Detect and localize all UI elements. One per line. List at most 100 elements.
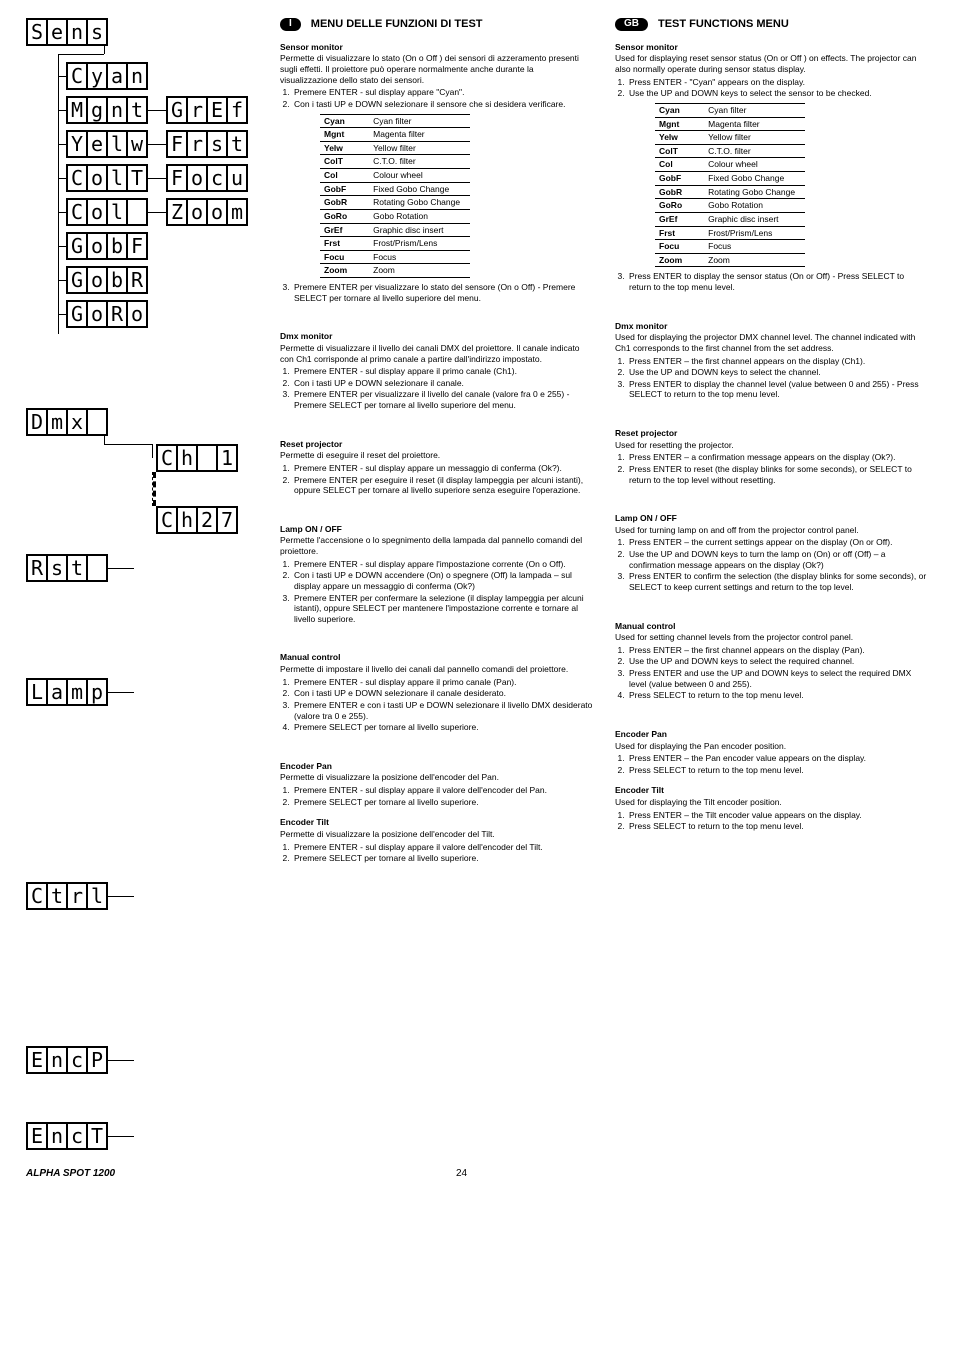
table-cell: Col — [655, 158, 704, 172]
lcd-cell: G — [66, 266, 88, 294]
lcd-ch27: Ch27 — [156, 506, 238, 534]
it-enct-intro: Permette di visualizzare la posizione de… — [280, 829, 593, 840]
it-ctrl-intro: Permette di impostare il livello dei can… — [280, 664, 593, 675]
it-lamp: Lamp ON / OFF Permette l'accensione o lo… — [280, 524, 593, 625]
step-item: Premere SELECT per tornare al livello su… — [292, 797, 593, 808]
step-item: Use the UP and DOWN keys to select the r… — [627, 656, 928, 667]
it-rst: Reset projector Permette di eseguire il … — [280, 439, 593, 496]
lcd-dmx-block: Dmx Ch1 Ch27 — [26, 408, 258, 548]
en-enct: Encoder Tilt Used for displaying the Til… — [615, 785, 928, 832]
en-lamp-intro: Used for turning lamp on and off from th… — [615, 525, 928, 536]
lcd-cell: T — [86, 1122, 108, 1150]
en-dmx-head: Dmx monitor — [615, 321, 928, 332]
lcd-cell: u — [226, 164, 248, 192]
lcd-cell: r — [186, 96, 208, 124]
lcd-yelw: Yelw — [66, 130, 148, 158]
table-cell: Mgnt — [320, 128, 369, 142]
table-cell: Fixed Gobo Change — [369, 182, 470, 196]
lcd-cell — [196, 444, 218, 472]
table-cell: Frost/Prism/Lens — [704, 226, 805, 240]
table-cell: Zoom — [320, 264, 369, 278]
lcd-cell: G — [166, 96, 188, 124]
it-sensor-after: Premere ENTER per visualizzare lo stato … — [280, 282, 593, 303]
step-item: Premere ENTER - sul display appare il va… — [292, 785, 593, 796]
table-cell: GobF — [655, 172, 704, 186]
step-item: Con i tasti UP e DOWN selezionare il can… — [292, 688, 593, 699]
lcd-cell: E — [26, 1046, 48, 1074]
table-cell: Rotating Gobo Change — [704, 185, 805, 199]
it-ctrl-head: Manual control — [280, 652, 593, 663]
table-cell: Mgnt — [655, 117, 704, 131]
table-cell: Colour wheel — [704, 158, 805, 172]
lcd-cell: Z — [166, 198, 188, 226]
lcd-lamp: Lamp — [26, 678, 258, 706]
en-ctrl-steps: Press ENTER – the first channel appears … — [615, 645, 928, 701]
lcd-cell: b — [106, 266, 128, 294]
step-item: Press ENTER – the current settings appea… — [627, 537, 928, 548]
en-rst-intro: Used for resetting the projector. — [615, 440, 928, 451]
lcd-colt: ColT — [66, 164, 148, 192]
lcd-ctrl: Ctrl — [26, 882, 258, 910]
lcd-cell: l — [106, 164, 128, 192]
table-cell: Focus — [704, 240, 805, 254]
table-cell: Yellow filter — [369, 141, 470, 155]
lcd-cell: F — [166, 130, 188, 158]
lcd-dmx: Dmx — [26, 408, 108, 436]
it-enct-head: Encoder Tilt — [280, 817, 593, 828]
lcd-cell: n — [46, 1122, 68, 1150]
table-cell: GoRo — [320, 209, 369, 223]
table-cell: Gobo Rotation — [369, 209, 470, 223]
en-ctrl: Manual control Used for setting channel … — [615, 621, 928, 701]
step-item: Premere ENTER - sul display appare un me… — [292, 463, 593, 474]
en-rst-steps: Press ENTER – a confirmation message app… — [615, 452, 928, 485]
table-cell: ColT — [655, 144, 704, 158]
table-row: GrEfGraphic disc insert — [655, 212, 805, 226]
step-item: Premere ENTER per confermare la selezion… — [292, 593, 593, 625]
lcd-cell: s — [86, 18, 108, 46]
lcd-cell: t — [126, 96, 148, 124]
lcd-ctrl-block: Ctrl — [26, 882, 258, 910]
lcd-cell: R — [26, 554, 48, 582]
lcd-cell: o — [86, 300, 108, 328]
lcd-cell: t — [46, 882, 68, 910]
step-item: Press ENTER – the first channel appears … — [627, 645, 928, 656]
lcd-cell: m — [46, 408, 68, 436]
it-rst-head: Reset projector — [280, 439, 593, 450]
en-sensor: Sensor monitor Used for displaying reset… — [615, 42, 928, 293]
table-cell: Magenta filter — [704, 117, 805, 131]
lcd-cell: S — [26, 18, 48, 46]
table-row: FocuFocus — [320, 250, 470, 264]
lcd-cell: L — [26, 678, 48, 706]
lcd-cell: h — [176, 444, 198, 472]
en-enct-head: Encoder Tilt — [615, 785, 928, 796]
lcd-gobf: GobF — [66, 232, 148, 260]
it-encp-steps: Premere ENTER - sul display appare il va… — [280, 785, 593, 807]
step-item: Use the UP and DOWN keys to turn the lam… — [627, 549, 928, 570]
table-cell: Yellow filter — [704, 131, 805, 145]
lcd-cell: C — [66, 198, 88, 226]
en-sensor-head: Sensor monitor — [615, 42, 928, 53]
step-item: Press SELECT to return to the top menu l… — [627, 821, 928, 832]
lcd-cell: c — [66, 1046, 88, 1074]
en-sensor-steps: Press ENTER - "Cyan" appears on the disp… — [615, 77, 928, 99]
footer-page: 24 — [456, 1168, 467, 1179]
table-cell: Col — [320, 169, 369, 183]
lcd-cell: 7 — [216, 506, 238, 534]
step-item: Premere ENTER - sul display appare "Cyan… — [292, 87, 593, 98]
table-cell: GrEf — [655, 212, 704, 226]
lcd-cell: G — [66, 300, 88, 328]
lcd-cell: M — [66, 96, 88, 124]
lcd-cell: t — [226, 130, 248, 158]
lcd-cell: p — [86, 678, 108, 706]
lcd-ch1: Ch1 — [156, 444, 238, 472]
lcd-cell: F — [166, 164, 188, 192]
lcd-encp: EncP — [26, 1046, 258, 1074]
table-cell: Graphic disc insert — [369, 223, 470, 237]
table-row: CyanCyan filter — [320, 114, 470, 128]
table-cell: ColT — [320, 155, 369, 169]
table-cell: Magenta filter — [369, 128, 470, 142]
table-cell: Zoom — [704, 253, 805, 267]
step-item: Premere ENTER - sul display appare il pr… — [292, 677, 593, 688]
table-cell: Focu — [320, 250, 369, 264]
lcd-cell: o — [86, 232, 108, 260]
